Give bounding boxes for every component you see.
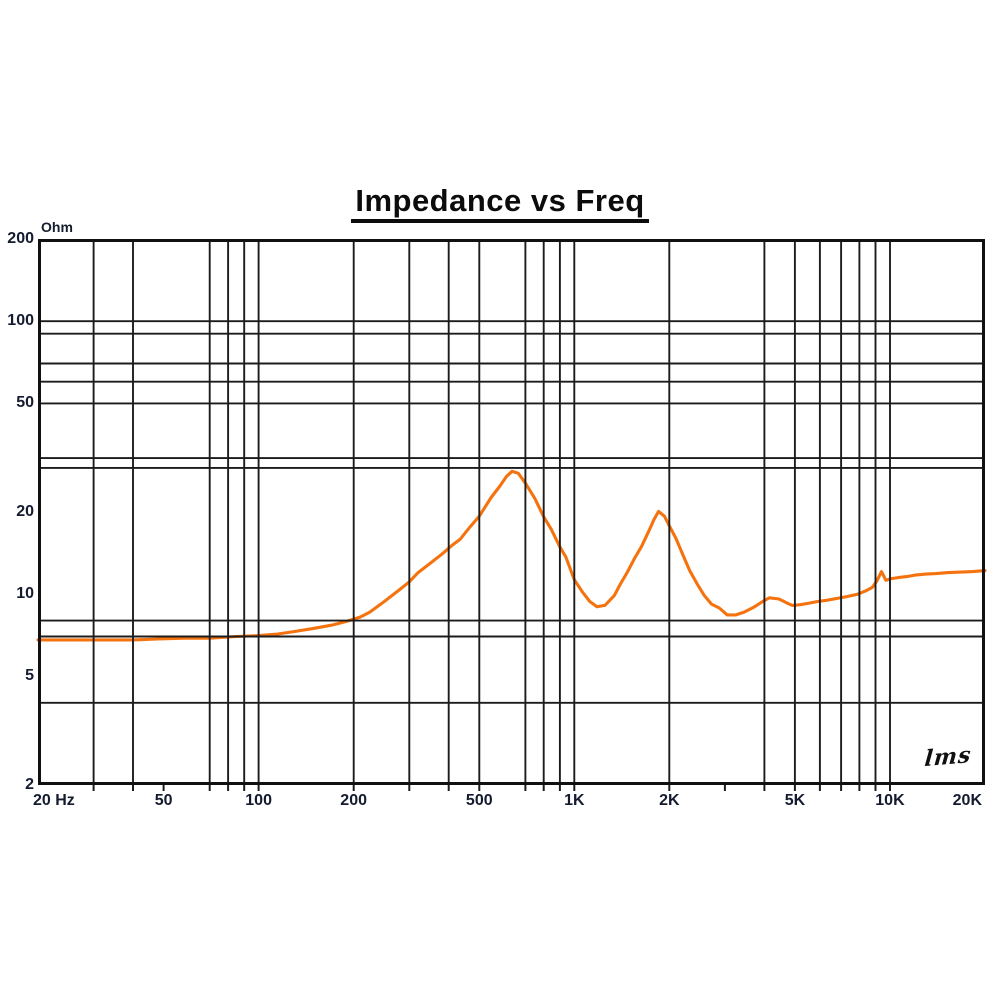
chart-title: Impedance vs Freq	[351, 184, 649, 223]
y-tick-label-100: 100	[7, 312, 34, 330]
x-tick-label-500: 500	[465, 792, 493, 809]
plot-border	[38, 239, 985, 785]
y-tick-label-5: 5	[25, 667, 34, 685]
y-tick-label-10: 10	[16, 585, 34, 603]
impedance-chart	[36, 239, 987, 791]
x-tick-label-5K: 5K	[784, 792, 806, 809]
y-tick-label-20: 20	[16, 503, 34, 520]
x-tick-label-10K: 10K	[875, 792, 905, 809]
plot-area	[36, 239, 987, 791]
impedance-curve	[36, 469, 987, 642]
x-tick-label-2K: 2K	[659, 792, 680, 809]
y-tick-label-200: 200	[7, 230, 34, 247]
y-tick-label-2: 2	[25, 776, 34, 793]
x-tick-label-100: 100	[245, 792, 272, 809]
y-axis-unit-label: Ohm	[41, 219, 73, 235]
title-row: Impedance vs Freq	[0, 184, 1000, 223]
y-tick-label-50: 50	[16, 394, 34, 412]
x-tick-label-20K: 20K	[952, 792, 982, 809]
x-tick-label-1K: 1K	[564, 792, 585, 809]
x-tick-label-50: 50	[154, 792, 173, 809]
x-tick-label-20-Hz: 20 Hz	[33, 792, 75, 809]
x-tick-label-200: 200	[340, 792, 367, 809]
